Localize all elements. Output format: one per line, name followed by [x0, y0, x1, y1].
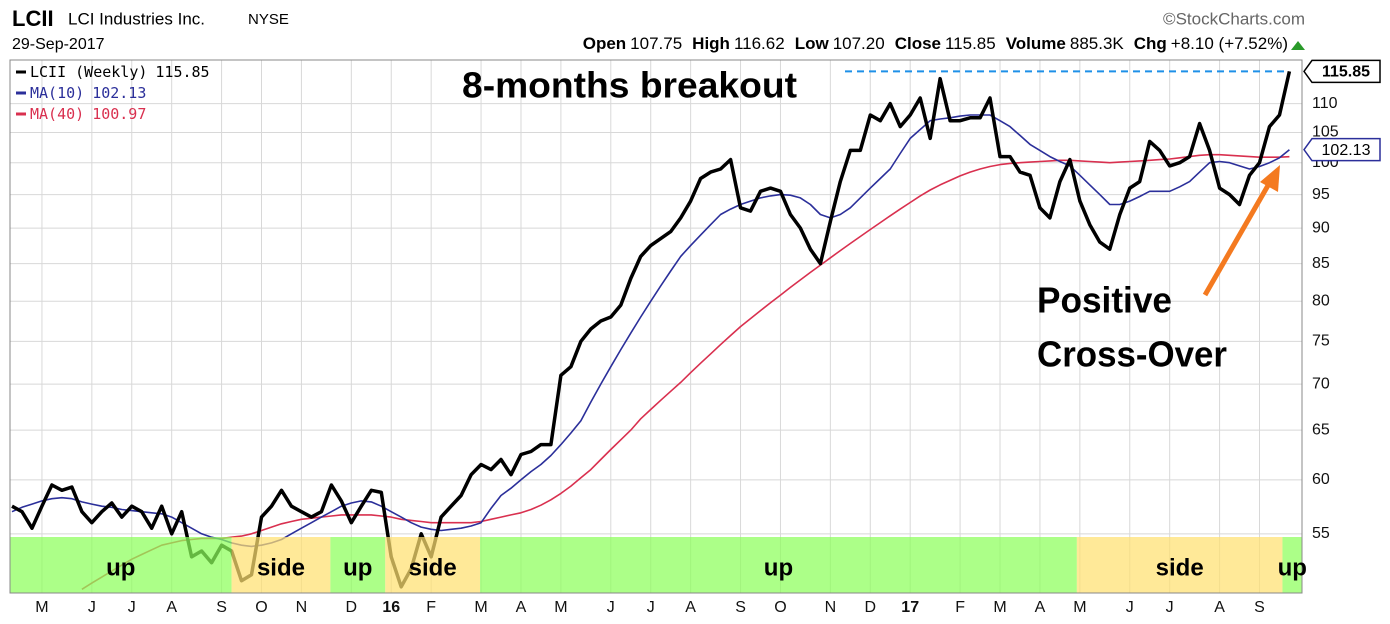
x-tick-label: 17	[901, 599, 919, 616]
stat-value: 115.85	[945, 34, 996, 53]
price-tag-label: 102.13	[1322, 142, 1371, 159]
y-tick-label: 105	[1312, 124, 1339, 141]
x-tick-label: O	[255, 599, 267, 616]
band-label: up	[106, 554, 135, 581]
band-label: up	[1278, 554, 1307, 581]
y-tick-label: 75	[1312, 333, 1330, 350]
y-tick-label: 70	[1312, 375, 1330, 392]
symbol: LCII	[12, 6, 54, 31]
company-name: LCI Industries Inc.	[68, 9, 205, 28]
arrow-shaft	[1202, 180, 1273, 297]
annotation: 8-months breakout	[462, 65, 797, 106]
stat-value: 107.75	[630, 34, 682, 53]
x-tick-label: O	[774, 599, 786, 616]
x-tick-label: S	[216, 599, 227, 616]
band-label: side	[409, 554, 457, 581]
band-label: side	[1156, 554, 1204, 581]
annotation: Cross-Over	[1037, 334, 1227, 375]
x-tick-label: M	[474, 599, 487, 616]
legend-name: LCII (Weekly)	[30, 63, 147, 81]
stat-label: Chg	[1134, 34, 1167, 53]
y-tick-label: 85	[1312, 255, 1330, 272]
stat-label: Close	[895, 34, 941, 53]
plot-frame	[9, 59, 1303, 594]
x-tick-label: A	[166, 599, 177, 616]
x-tick-label: J	[88, 599, 96, 616]
up-arrow-icon	[1291, 41, 1305, 50]
price-tag	[1303, 59, 1381, 84]
price-tag	[1303, 137, 1381, 162]
x-tick-label: J	[1166, 599, 1174, 616]
stat-label: Volume	[1006, 34, 1066, 53]
x-tick-label: A	[1035, 599, 1046, 616]
band-label: side	[257, 554, 305, 581]
x-tick-label: A	[685, 599, 696, 616]
y-tick-label: 60	[1312, 471, 1330, 488]
legend-value: 115.85	[155, 63, 209, 81]
source: ©StockCharts.com	[1163, 9, 1305, 28]
stats: Open 107.75 High 116.62 Low 107.20 Close 115.85…	[583, 34, 1288, 53]
x-tick-label: S	[1254, 599, 1265, 616]
y-tick-label: 95	[1312, 186, 1330, 203]
x-tick-label: D	[346, 599, 358, 616]
stat-label: High	[692, 34, 730, 53]
x-tick-label: J	[607, 599, 615, 616]
price-tag-label: 115.85	[1322, 64, 1370, 81]
annotation: Positive	[1037, 280, 1172, 321]
trend-band	[10, 537, 232, 593]
x-tick-label: N	[825, 599, 837, 616]
y-tick-label: 80	[1312, 292, 1330, 309]
legend-value: 100.97	[92, 105, 146, 123]
stat-value: +8.10 (+7.52%)	[1171, 34, 1288, 53]
exchange: NYSE	[248, 11, 289, 28]
series-line	[81, 153, 1290, 590]
stat-value: 116.62	[734, 34, 785, 53]
stat-value: 885.3K	[1070, 34, 1125, 53]
x-tick-label: J	[128, 599, 136, 616]
x-tick-label: M	[993, 599, 1006, 616]
x-tick-label: F	[426, 599, 436, 616]
y-tick-label: 90	[1312, 219, 1330, 236]
legend-value: 102.13	[92, 84, 146, 102]
x-tick-label: N	[296, 599, 308, 616]
legend-name: MA(10)	[30, 84, 84, 102]
x-tick-label: M	[35, 599, 48, 616]
x-tick-label: A	[1214, 599, 1225, 616]
legend-entry: LCII (Weekly) 115.85	[30, 63, 210, 81]
x-tick-label: F	[955, 599, 965, 616]
x-tick-label: J	[1126, 599, 1134, 616]
x-tick-label: M	[1073, 599, 1086, 616]
trend-band	[330, 537, 386, 593]
x-tick-label: D	[864, 599, 876, 616]
band-label: up	[343, 554, 372, 581]
legend-name: MA(40)	[30, 105, 84, 123]
y-tick-label: 110	[1312, 95, 1338, 112]
stat-label: Open	[583, 34, 626, 53]
trend-band	[480, 537, 1077, 593]
x-tick-label: 16	[382, 599, 400, 616]
plot	[10, 60, 1302, 593]
legend-entry: MA(10) 102.13	[30, 84, 146, 102]
y-tick-label: 65	[1312, 421, 1330, 438]
legend-entry: MA(40) 100.97	[30, 105, 146, 123]
stat-label: Low	[795, 34, 830, 53]
stat-value: 107.20	[833, 34, 885, 53]
y-tick-label: 55	[1312, 525, 1330, 542]
trend-band	[385, 537, 481, 593]
arrow-head	[1260, 165, 1280, 192]
trend-band	[231, 537, 331, 593]
x-tick-label: A	[516, 599, 527, 616]
legend: LCII (Weekly) 115.85 MA(10) 102.13 MA(40) 100…	[16, 63, 210, 123]
x-tick-label: J	[647, 599, 655, 616]
band-label: up	[764, 554, 793, 581]
x-tick-label: S	[735, 599, 746, 616]
trend-band	[1076, 537, 1283, 593]
x-tick-label: M	[554, 599, 567, 616]
trend-band	[1282, 537, 1302, 593]
date: 29-Sep-2017	[12, 36, 105, 53]
